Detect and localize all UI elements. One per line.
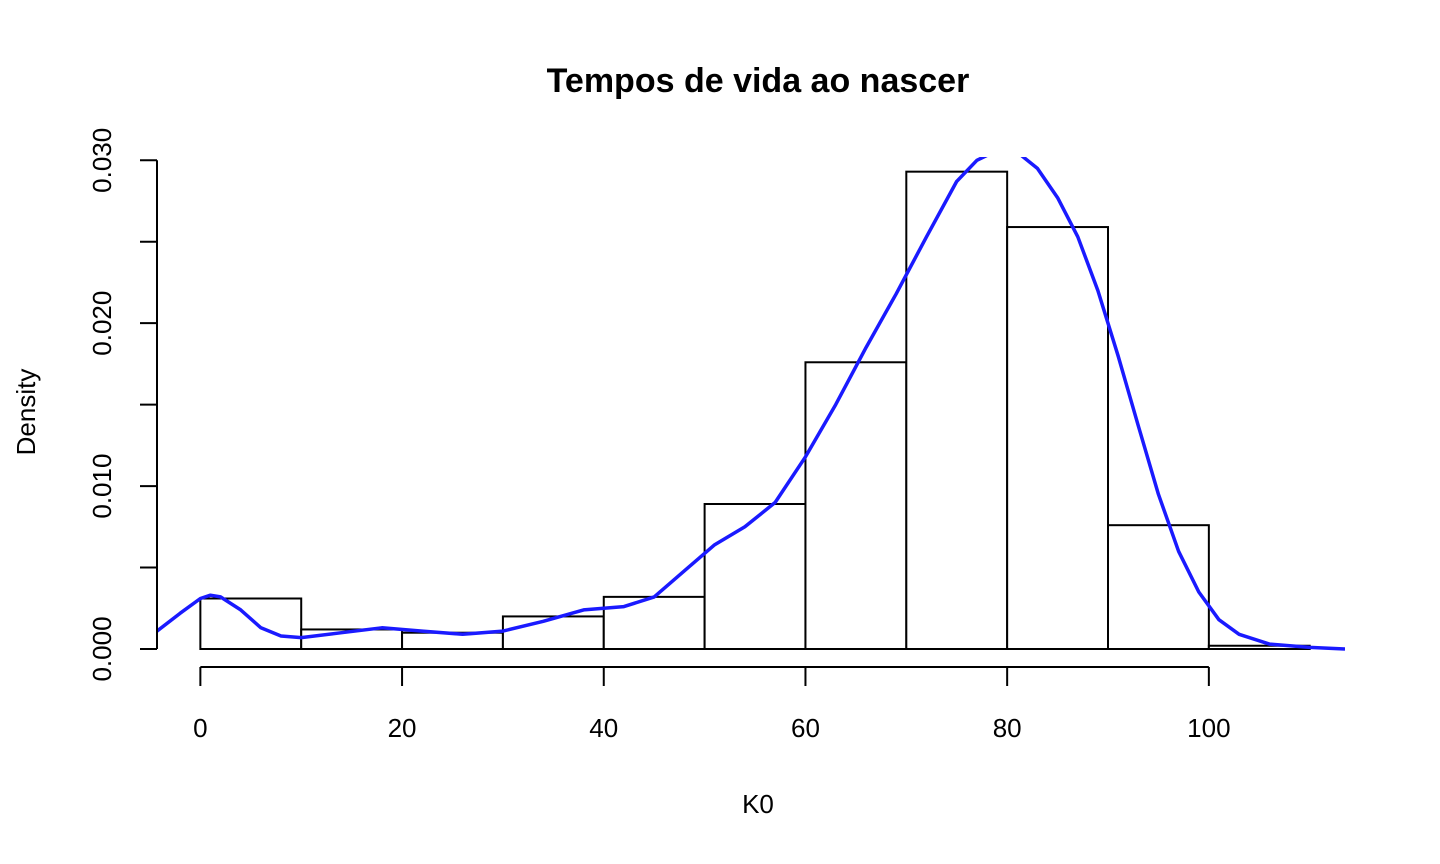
histogram-bar xyxy=(804,361,908,650)
histogram-bar xyxy=(501,615,605,651)
x-tick-label: 60 xyxy=(791,713,820,743)
y-tick-label: 0.000 xyxy=(87,616,117,681)
histogram-bars xyxy=(199,170,1311,651)
y-tick-label: 0.010 xyxy=(87,454,117,519)
x-tick-label: 0 xyxy=(193,713,207,743)
histogram-bar xyxy=(1006,226,1110,650)
y-tick-label: 0.020 xyxy=(87,291,117,356)
histogram-bar xyxy=(703,503,807,650)
density-curve xyxy=(157,157,1345,651)
histogram-bar xyxy=(602,595,706,651)
x-tick-label: 80 xyxy=(993,713,1022,743)
histogram-bar xyxy=(199,597,303,651)
histogram-bar xyxy=(905,170,1009,650)
histogram-bar xyxy=(1107,524,1210,650)
x-tick-label: 40 xyxy=(589,713,618,743)
x-axis: 0 20 40 60 80 100 xyxy=(193,666,1231,743)
y-axis: 0.000 0.010 0.020 0.030 xyxy=(87,128,158,682)
x-axis-label: K0 xyxy=(742,789,774,819)
chart-title: Tempos de vida ao nascer xyxy=(547,62,970,100)
x-tick-label: 100 xyxy=(1187,713,1230,743)
y-axis-label: Density xyxy=(11,369,41,456)
density-curve-layer xyxy=(157,157,1345,651)
y-tick-label: 0.030 xyxy=(87,128,117,193)
x-tick-label: 20 xyxy=(388,713,417,743)
